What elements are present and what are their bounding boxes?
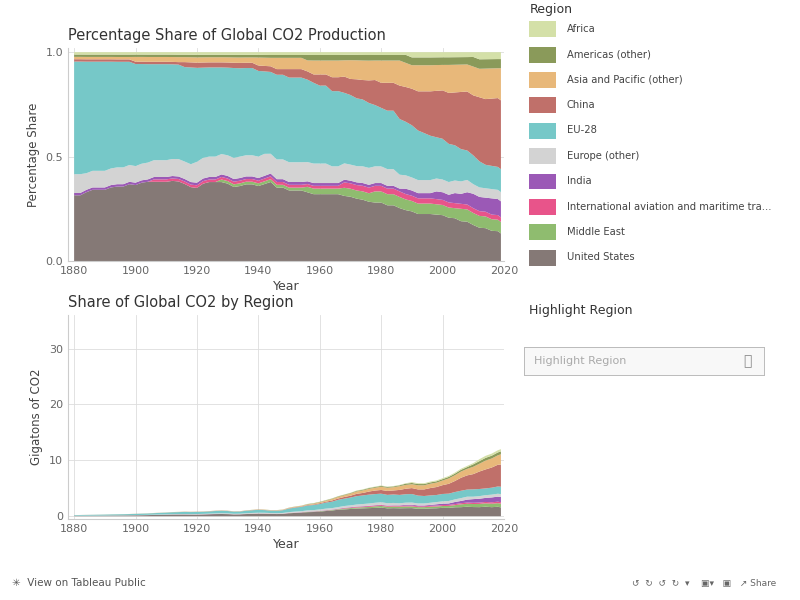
Text: Region: Region xyxy=(530,3,572,16)
Text: EU-28: EU-28 xyxy=(567,125,597,136)
Text: Americas (other): Americas (other) xyxy=(567,49,650,59)
Text: Middle East: Middle East xyxy=(567,227,625,237)
Text: Percentage Share of Global CO2 Production: Percentage Share of Global CO2 Productio… xyxy=(68,28,386,43)
Bar xyxy=(530,199,556,215)
Text: Share of Global CO2 by Region: Share of Global CO2 by Region xyxy=(68,295,294,310)
Text: India: India xyxy=(567,176,591,186)
Bar xyxy=(530,123,556,139)
Bar xyxy=(530,97,556,113)
Text: China: China xyxy=(567,100,595,110)
Text: Europe (other): Europe (other) xyxy=(567,151,639,161)
Text: Africa: Africa xyxy=(567,24,596,34)
Bar xyxy=(530,224,556,240)
Text: Highlight Region: Highlight Region xyxy=(530,304,633,317)
Bar xyxy=(530,250,556,266)
Text: ⌕: ⌕ xyxy=(744,354,752,368)
Text: Asia and Pacific (other): Asia and Pacific (other) xyxy=(567,75,682,85)
Bar xyxy=(530,72,556,88)
X-axis label: Year: Year xyxy=(273,538,299,551)
Text: Highlight Region: Highlight Region xyxy=(534,356,626,366)
X-axis label: Year: Year xyxy=(273,280,299,293)
Text: ↺  ↻  ↺  ↻  ▾    ▣▾   ▣   ↗ Share: ↺ ↻ ↺ ↻ ▾ ▣▾ ▣ ↗ Share xyxy=(632,579,776,588)
Bar xyxy=(530,47,556,62)
Y-axis label: Gigatons of CO2: Gigatons of CO2 xyxy=(30,369,43,465)
Text: United States: United States xyxy=(567,253,634,262)
Bar xyxy=(530,21,556,37)
Y-axis label: Percentage Share: Percentage Share xyxy=(27,103,40,206)
Text: ✳  View on Tableau Public: ✳ View on Tableau Public xyxy=(12,578,146,589)
Text: International aviation and maritime tra...: International aviation and maritime tra.… xyxy=(567,202,771,212)
Bar xyxy=(530,173,556,190)
Bar xyxy=(530,148,556,164)
